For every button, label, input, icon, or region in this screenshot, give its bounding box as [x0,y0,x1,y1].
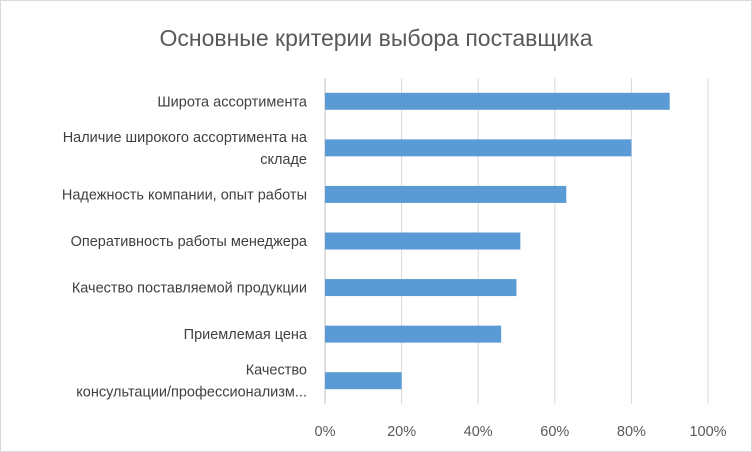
category-label: Надежность компании, опыт работы [62,187,307,203]
chart-title: Основные критерии выбора поставщика [159,25,592,51]
x-tick-label: 80% [617,424,646,440]
x-tick-label: 40% [464,424,493,440]
category-label: Широта ассортимента [157,94,308,110]
bars [325,92,670,390]
category-label-line: складе [260,152,307,168]
x-tick-labels: 0% 20% 40% 60% 80% 100% [315,424,727,440]
x-tick-label: 20% [387,424,416,440]
category-labels: Широта ассортимента Наличие широкого ассо… [62,94,308,400]
category-label: Качество поставляемой продукции [72,281,307,297]
category-label-line: Приемлемая цена [184,327,308,343]
category-label-line: Качество [246,363,307,379]
category-label-line: Наличие широкого ассортимента на [63,130,308,146]
bar [325,325,502,343]
category-label-line: Надежность компании, опыт работы [62,187,307,203]
bar [325,232,521,250]
bar [325,372,402,390]
bar [325,139,632,157]
category-label: Наличие широкого ассортимента на складе [63,130,308,168]
x-tick-label: 0% [315,424,336,440]
bar [325,185,567,203]
category-label-line: консультации/профессионализм... [76,385,307,401]
category-label-line: Оперативность работы менеджера [71,234,308,250]
category-label-line: Широта ассортимента [157,94,308,110]
bar [325,92,670,110]
category-label: Качество консультации/профессионализм... [76,363,307,401]
category-label: Приемлемая цена [184,327,308,343]
category-label: Оперативность работы менеджера [71,234,308,250]
category-label-line: Качество поставляемой продукции [72,281,307,297]
bar [325,279,517,297]
x-tick-label: 60% [540,424,569,440]
x-tick-label: 100% [689,424,726,440]
